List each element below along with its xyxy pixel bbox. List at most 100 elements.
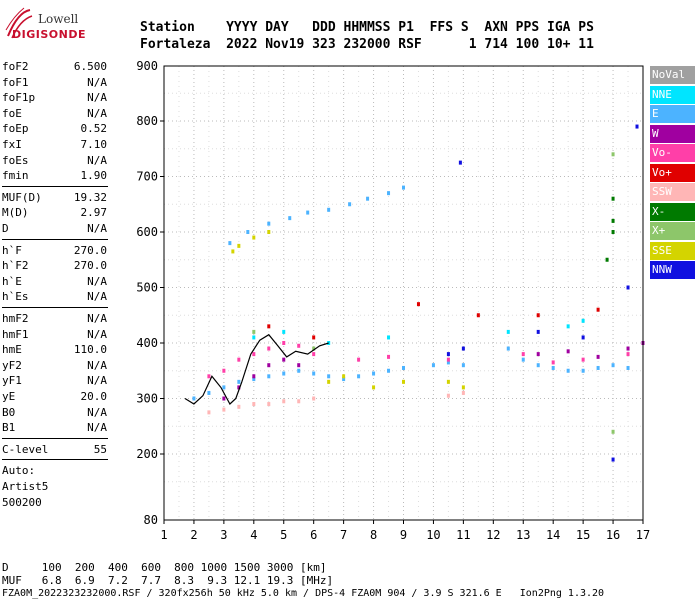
x-tick-label: 2 <box>190 528 197 542</box>
data-point-w <box>596 354 600 359</box>
param-key: B1 <box>2 421 16 435</box>
param-key: foF1p <box>2 91 36 105</box>
data-point-ssw <box>312 396 316 401</box>
param-separator <box>2 185 108 187</box>
data-point-w <box>252 374 256 379</box>
data-point-nne <box>252 335 256 340</box>
param-value: N/A <box>87 421 107 435</box>
param-key: h`E <box>2 274 22 288</box>
data-point-x- <box>611 429 615 434</box>
data-point-x- <box>605 257 609 262</box>
legend-item-w: W <box>650 124 695 143</box>
data-point-vo- <box>252 352 256 357</box>
data-point-ssw <box>207 410 211 415</box>
data-point-ssw <box>446 393 450 398</box>
data-point-vo- <box>297 343 301 348</box>
data-point-sse <box>402 379 405 384</box>
data-point-vo- <box>416 302 420 307</box>
y-bottom-label: 80 <box>144 513 158 527</box>
data-point-vo- <box>207 374 211 379</box>
data-point-e <box>288 216 292 221</box>
param-value: N/A <box>87 222 107 235</box>
data-point-nne <box>566 324 570 329</box>
param-separator <box>2 459 108 461</box>
legend-item-x-: X+ <box>650 222 695 240</box>
auto-info-line: Auto: <box>2 464 36 478</box>
data-point-e <box>372 371 376 376</box>
param-row-foe: foE N/A <box>2 107 107 121</box>
param-value: N/A <box>87 374 107 388</box>
param-value: N/A <box>87 91 107 105</box>
x-tick-label: 10 <box>426 528 440 542</box>
data-point-vo- <box>581 357 585 362</box>
data-point-vo- <box>476 313 480 318</box>
y-tick-label: 800 <box>136 114 158 128</box>
legend-item-sse: SSE <box>650 241 695 260</box>
y-tick-label: 300 <box>136 392 158 406</box>
y-top-label: 900 <box>136 59 158 73</box>
data-point-e <box>536 363 540 368</box>
param-separator <box>2 437 108 439</box>
param-row: yF2 N/A <box>2 359 107 373</box>
y-tick-label: 200 <box>136 447 158 461</box>
auto-info-line: 500200 <box>2 495 42 509</box>
data-point-vo- <box>521 352 525 357</box>
x-tick-label: 12 <box>486 528 500 542</box>
data-point-e <box>626 365 630 370</box>
data-point-x- <box>611 152 615 157</box>
param-value: 7.10 <box>80 138 108 151</box>
data-point-w <box>237 385 241 390</box>
data-point-nnw <box>536 329 540 334</box>
logo-line2: DIGISONDE <box>12 28 86 41</box>
param-row: h`F 270.0 <box>2 244 107 258</box>
param-value: 19.32 <box>73 190 107 204</box>
data-point-ssw <box>222 407 226 412</box>
param-value: N/A <box>87 274 107 288</box>
data-point-nnw <box>446 352 450 357</box>
data-point-e <box>267 221 271 226</box>
data-point-nnw <box>635 124 639 129</box>
param-row: h`F2 270.0 <box>2 259 107 273</box>
param-value: 270.0 <box>73 243 107 257</box>
param-row: MUF(D) 19.32 <box>2 191 107 205</box>
param-value: 55 <box>93 442 107 456</box>
x-tick-label: 4 <box>250 528 257 542</box>
y-tick-label: 400 <box>136 336 158 350</box>
data-point-e <box>342 377 346 382</box>
data-point-ssw <box>297 399 301 404</box>
y-tick-label: 600 <box>136 225 158 239</box>
data-point-sse <box>252 235 256 240</box>
data-point-x- <box>312 346 316 351</box>
data-point-e <box>207 390 211 395</box>
x-tick-label: 8 <box>370 528 377 542</box>
x-tick-label: 1 <box>160 528 167 542</box>
x-tick-label: 6 <box>310 528 317 542</box>
legend-item-vo-: Vo- <box>650 144 695 162</box>
data-point-e <box>192 396 196 401</box>
param-key: MUF(D) <box>2 190 42 204</box>
param-row: hmF2 N/A <box>2 312 107 326</box>
data-point-sse <box>446 379 450 384</box>
data-point-x- <box>611 196 615 201</box>
data-point-vo- <box>357 357 361 362</box>
data-point-w <box>267 363 271 368</box>
data-point-vo- <box>222 368 226 373</box>
data-point-x- <box>611 230 615 234</box>
data-point-e <box>348 202 352 207</box>
param-row-fxi: fxI 7.10 <box>2 138 107 152</box>
legend-item-e: E <box>650 105 695 123</box>
param-key: B0 <box>2 405 16 419</box>
data-point-e <box>237 379 241 384</box>
x-tick-label: 9 <box>400 528 407 542</box>
param-key: foE <box>2 106 22 120</box>
x-tick-label: 5 <box>280 528 287 542</box>
data-point-vo- <box>387 354 391 359</box>
x-tick-label: 16 <box>606 528 620 542</box>
x-tick-label: 7 <box>340 528 347 542</box>
param-key: fmin <box>2 169 29 183</box>
header-line1: Station YYYY DAY DDD HHMMSS P1 FFS S AXN… <box>140 20 594 35</box>
footer-distance-row: D 100 200 400 600 800 1000 1500 3000 [km… <box>2 561 327 574</box>
x-tick-label: 17 <box>636 528 650 542</box>
data-point-vo- <box>626 352 630 357</box>
data-point-sse <box>237 243 241 248</box>
